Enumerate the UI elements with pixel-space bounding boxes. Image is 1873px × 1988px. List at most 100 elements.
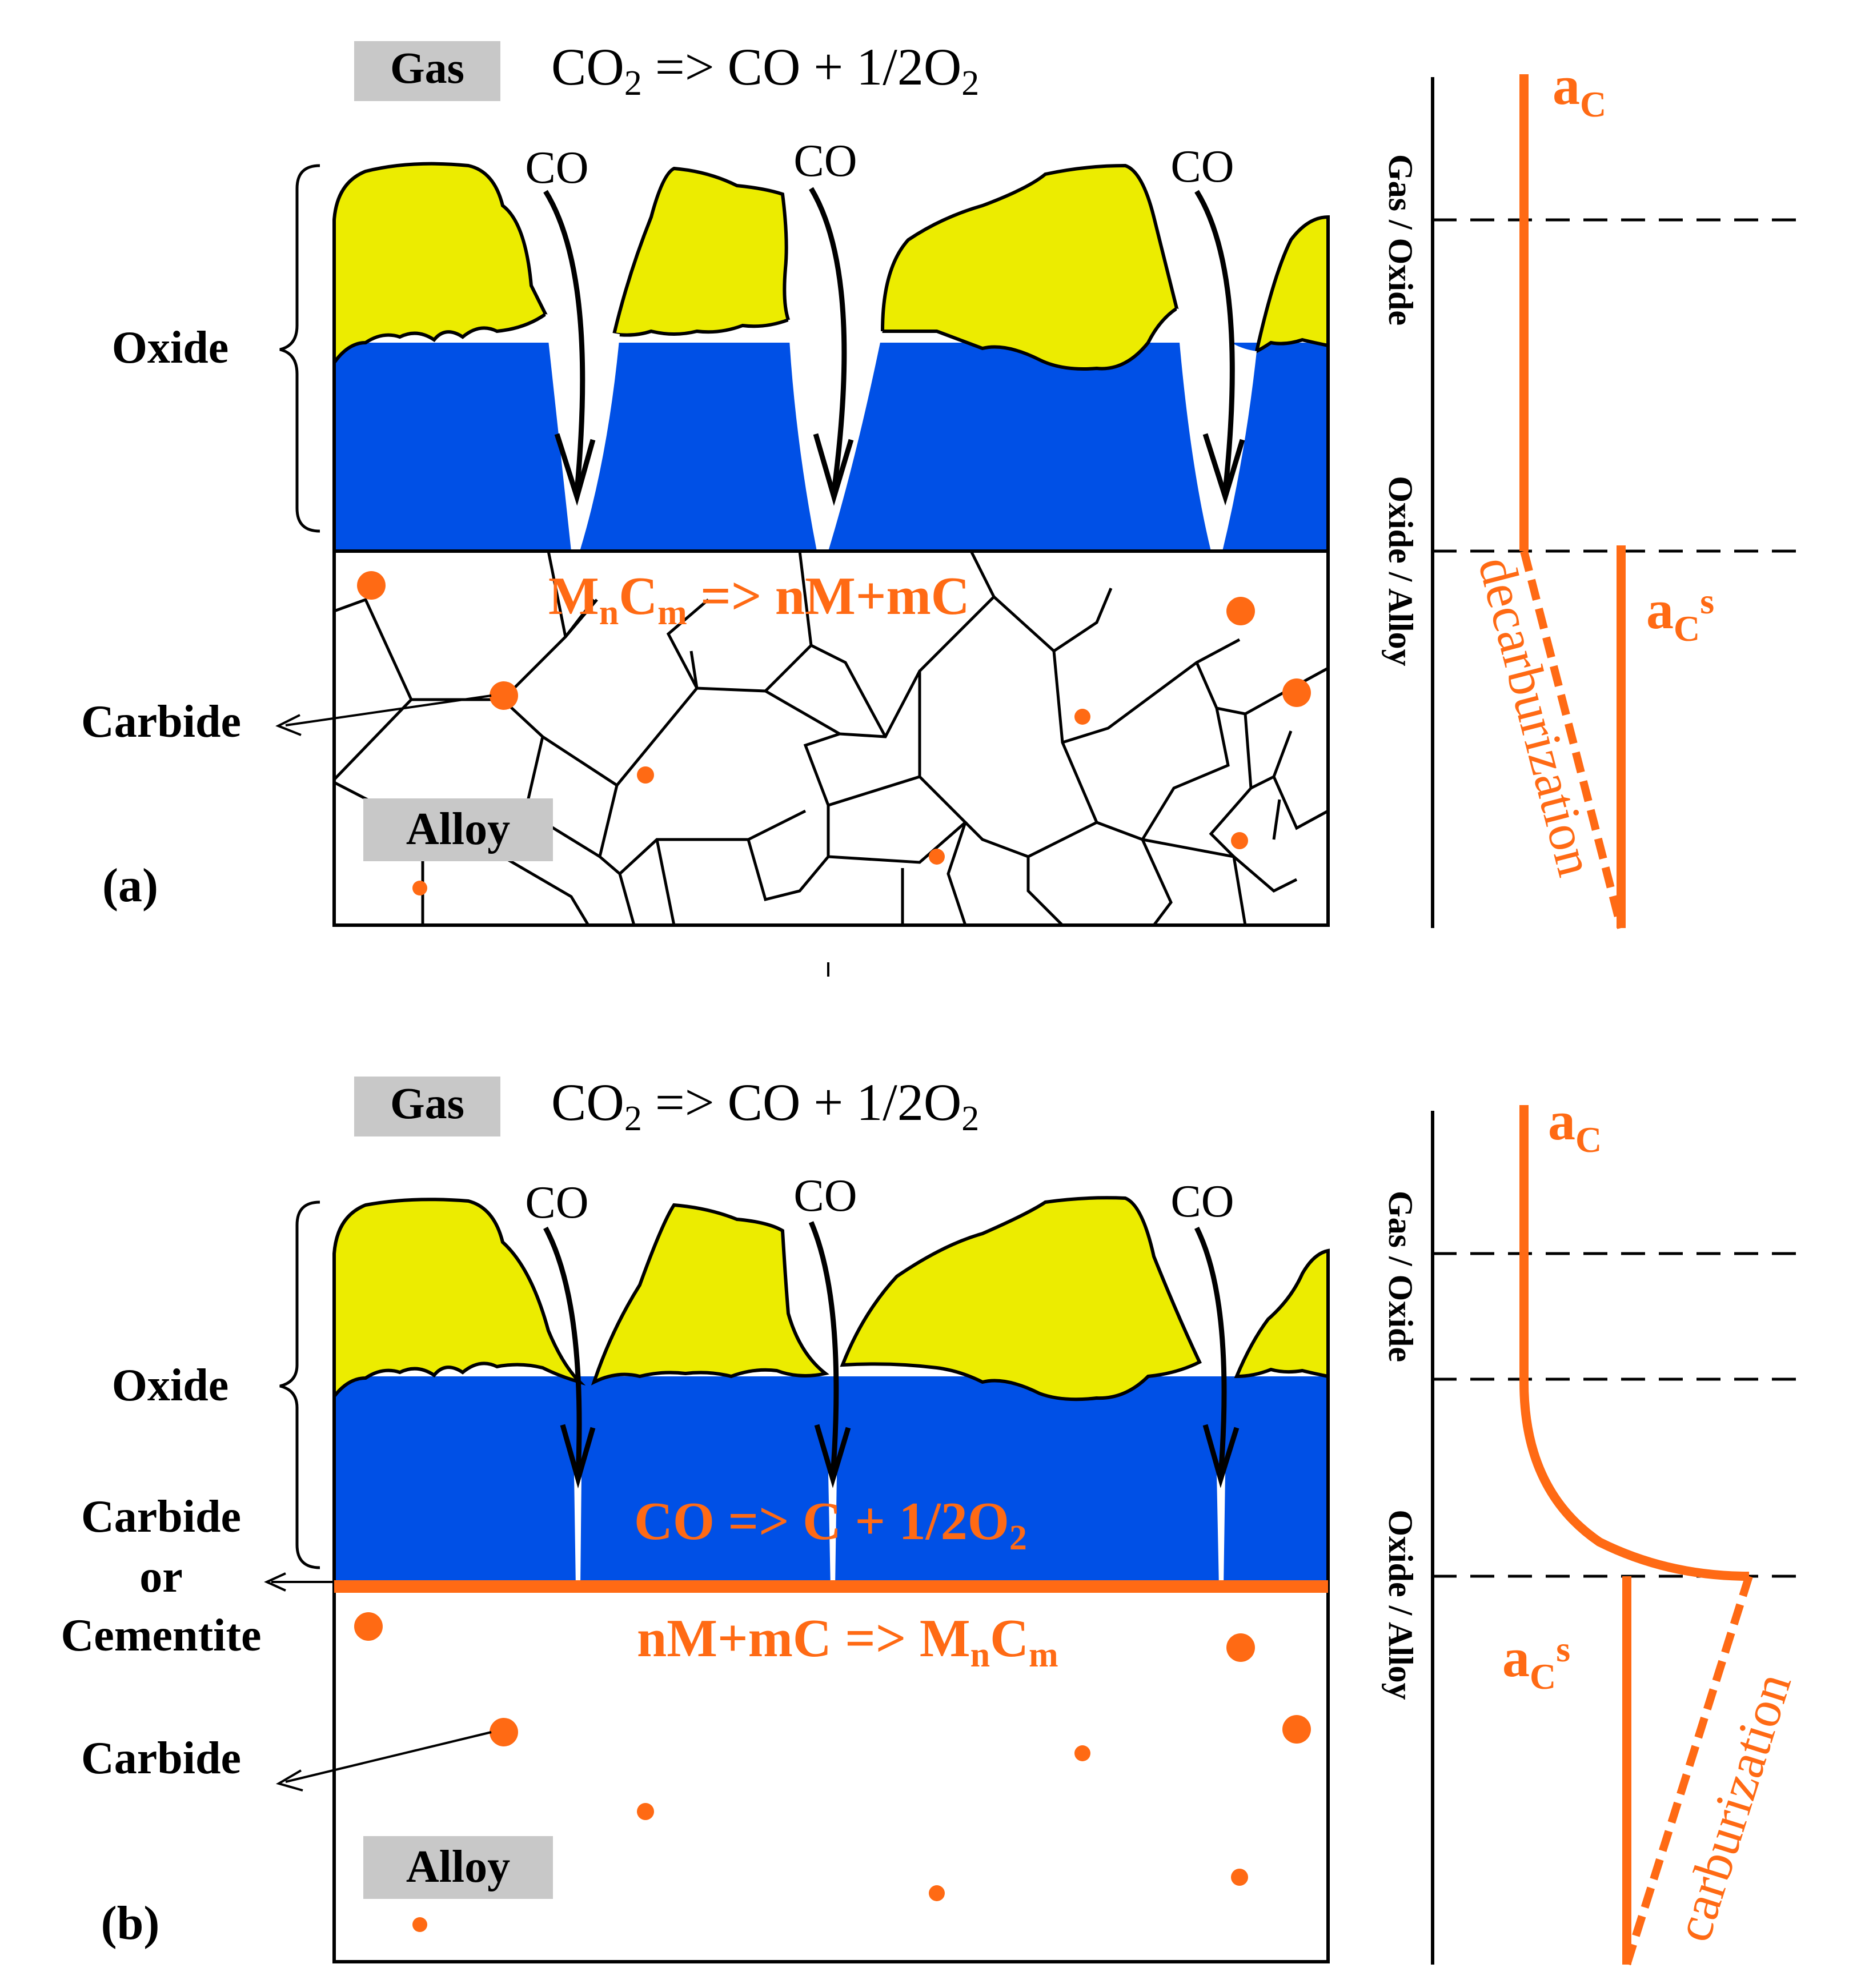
carbide-particle [1074,709,1090,725]
carbide-particles [357,571,1311,895]
gas-label-box [354,41,500,101]
arrow-head-icon [275,714,302,736]
outer-oxide-grain-1 [332,162,548,368]
gas-oxide-interface-label: Gas / Oxide [1382,1191,1419,1362]
arrow-head-icon [1202,1424,1240,1488]
co-arrow-group: CO CO CO [525,136,1245,506]
crack-1 [574,1473,581,1588]
carbide-particle [1231,832,1248,849]
carbide-particle [357,571,386,600]
decarburization-curve [1520,550,1625,929]
carbide-particle [1231,1869,1248,1886]
carbide-particle [1282,1715,1311,1744]
arrow-head-icon [554,433,596,506]
carburization-label: carburization [1663,1666,1802,1949]
carbide-particle [354,1612,383,1641]
panel-a: Gas CO2 => CO + 1/2O2 Oxide CO [81,38,1799,977]
arrow-head-icon [264,1572,286,1592]
co-label-1: CO [525,1178,588,1228]
carbide-particle [412,881,427,895]
outer-oxide-grain-3 [840,1196,1202,1401]
carbide-dissolution-reaction: MnCm => nM+mC [548,567,970,632]
co-arrow-3 [1194,190,1235,492]
co-arrow-3 [1194,1226,1227,1477]
crack-3 [1177,308,1257,551]
oxide-alloy-interface-label: Oxide / Alloy [1382,476,1419,666]
outer-oxide-grain-2 [591,1203,829,1385]
co-arrow-group: CO CO CO [525,1171,1240,1489]
carbide-cementite-label-line-3: Cementite [61,1611,262,1661]
panel-label-a: (a) [102,859,158,912]
decarburization-label: decarburization [1467,551,1606,881]
outer-oxide-grain-4 [1234,1248,1330,1379]
oxide-scale [332,162,1330,551]
co-label-3: CO [1170,1176,1234,1227]
alloy-label: Alloy [406,1842,510,1892]
co-arrow-1 [543,1226,582,1477]
carbide-particle [929,849,945,865]
gas-label: Gas [390,1078,464,1128]
carbide-particle [637,766,654,784]
carbide-label: Carbide [81,697,241,747]
carbide-cementite-label: Carbide or Cementite [61,1492,262,1661]
oxide-bracket [279,164,320,533]
crack-3 [1217,1473,1225,1588]
carbide-particle [1226,597,1255,625]
ac-label: aC [1548,1090,1602,1160]
acs-label: aCs [1502,1627,1570,1697]
acs-label: aCs [1646,579,1714,649]
crack-2 [828,1473,837,1588]
co-label-3: CO [1170,142,1234,192]
carbide-particles [354,1612,1311,1932]
carbon-activity-profile-a: Gas / Oxide Oxide / Alloy aC aCs decarbu… [1382,55,1799,929]
gas-reaction: CO2 => CO + 1/2O2 [551,1073,979,1138]
carbide-particle [1074,1745,1090,1761]
crack-2 [788,319,883,551]
carbide-cementite-label-line-1: Carbide [81,1492,241,1542]
alloy-label: Alloy [406,804,510,854]
carbide-cementite-label-line-2: or [139,1552,183,1602]
carbide-particle [490,681,518,710]
carbide-formation-reaction: nM+mC => MnCm [637,1609,1058,1674]
gas-oxide-interface-label: Gas / Oxide [1382,154,1419,326]
alloy-region [332,549,1330,927]
carbide-particle [1282,678,1311,707]
outer-oxide-grain-3 [880,163,1179,371]
carbide-pointer [285,1731,492,1783]
co-reaction: CO => C + 1/2O2 [634,1492,1027,1557]
arrow-head-icon [813,433,854,506]
carbide-particle [1226,1633,1255,1662]
alloy-label-box [363,798,553,861]
arrow-head-icon [1202,433,1245,506]
co-arrow-2 [808,1221,839,1477]
carbide-pointer [285,694,492,726]
outer-oxide-grain-1 [332,1198,586,1401]
gas-label-box [354,1077,500,1136]
ac-label: aC [1553,55,1606,124]
arrow-head-icon [560,1424,596,1489]
outer-oxide-grain-2 [612,166,791,337]
arrow-head-icon [814,1424,851,1488]
co-arrow-1 [543,190,585,492]
outer-oxide-grain-4 [1254,215,1330,355]
carbide-particle [490,1718,518,1746]
carbide-particle [412,1917,427,1932]
oxide-alloy-interface-label: Oxide / Alloy [1382,1509,1419,1700]
alloy-label-box [363,1836,553,1899]
carbide-particle [929,1885,945,1901]
co-label-2: CO [793,136,857,186]
arrow-head-icon [275,1769,303,1792]
co-label-1: CO [525,143,588,193]
carbide-label: Carbide [81,1733,241,1784]
carburization-curve [1623,1575,1753,1966]
oxide-label: Oxide [112,323,228,373]
co-label-2: CO [793,1171,857,1221]
oxide-label: Oxide [112,1360,228,1411]
carbon-activity-profile-b: Gas / Oxide Oxide / Alloy aC aCs carburi… [1382,1090,1802,1966]
panel-label-b: (b) [101,1897,160,1950]
oxide-bracket [279,1200,320,1569]
co-arrow-2 [809,187,847,492]
gas-reaction: CO2 => CO + 1/2O2 [551,38,979,103]
gas-label: Gas [390,43,464,93]
panel-b: Gas CO2 => CO + 1/2O2 Oxide CO CO CO [61,1073,1802,1966]
